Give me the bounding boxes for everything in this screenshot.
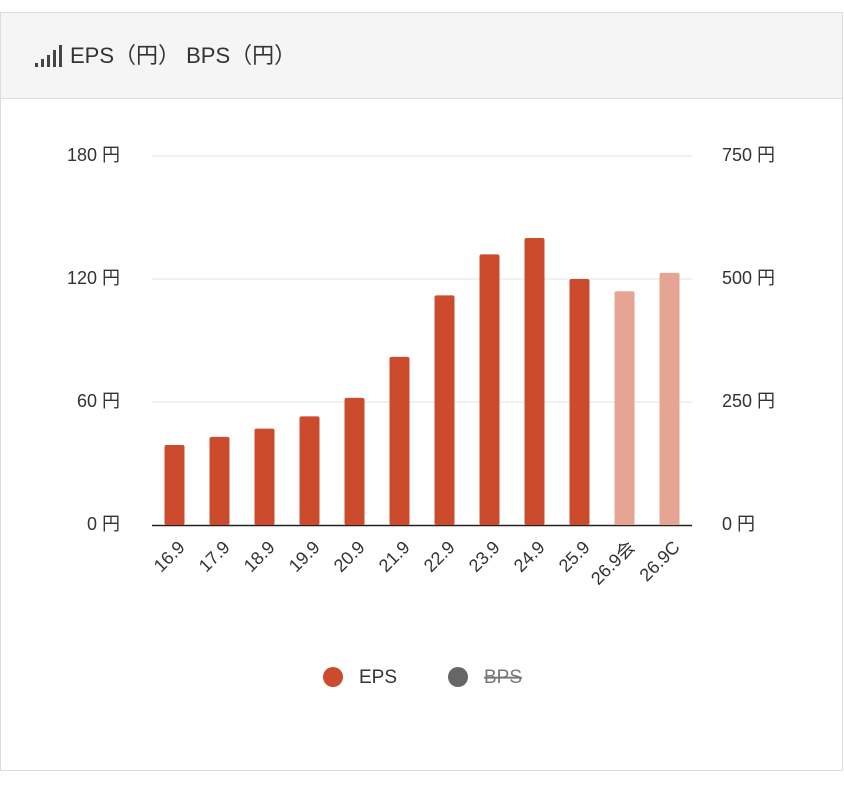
bar [434,295,455,525]
chart-title: EPS（円） BPS（円） [70,43,296,68]
legend-marker [323,667,343,687]
bar [614,291,635,525]
y2-tick-label: 750 円 [722,145,775,165]
legend-label[interactable]: BPS [484,667,522,688]
y-tick-label: 60 円 [77,391,120,411]
bar [569,279,590,525]
y-tick-label: 120 円 [67,268,120,288]
bar [524,238,545,525]
card-header [1,13,842,98]
bar [659,272,680,525]
bar [209,436,230,525]
bar [164,445,185,525]
bar [389,356,410,525]
legend-marker [448,667,468,687]
bar [344,397,365,525]
y2-tick-label: 250 円 [722,391,775,411]
y-tick-label: 180 円 [67,145,120,165]
card-frame [0,12,843,771]
bar [254,428,275,525]
legend-label[interactable]: EPS [359,667,397,688]
bar [299,416,320,525]
signal-icon [35,45,62,67]
bar [479,254,500,525]
y2-tick-label: 500 円 [722,268,775,288]
y2-tick-label: 0 円 [722,514,755,534]
y-tick-label: 0 円 [87,514,120,534]
